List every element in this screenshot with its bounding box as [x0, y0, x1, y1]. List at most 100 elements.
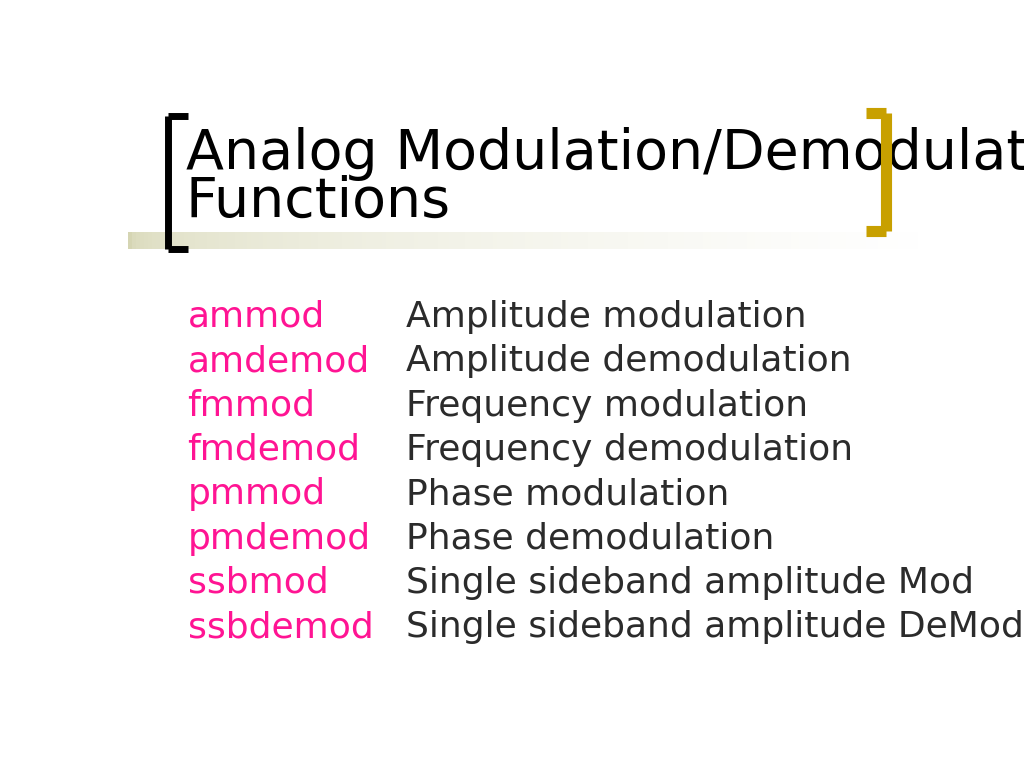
- Text: ammod: ammod: [187, 300, 325, 334]
- Bar: [437, 232, 441, 249]
- Bar: [231, 232, 236, 249]
- Text: Phase demodulation: Phase demodulation: [406, 521, 774, 555]
- Bar: [191, 232, 196, 249]
- Bar: [918, 232, 922, 249]
- Bar: [243, 232, 247, 249]
- Bar: [695, 232, 699, 249]
- Bar: [791, 232, 795, 249]
- Bar: [509, 232, 513, 249]
- Bar: [826, 232, 830, 249]
- Bar: [839, 232, 842, 249]
- Bar: [382, 232, 386, 249]
- Bar: [807, 232, 811, 249]
- Bar: [854, 232, 858, 249]
- Bar: [310, 232, 314, 249]
- Bar: [227, 232, 231, 249]
- Bar: [835, 232, 839, 249]
- Bar: [223, 232, 227, 249]
- Bar: [818, 232, 822, 249]
- Bar: [668, 232, 672, 249]
- Bar: [719, 232, 723, 249]
- Bar: [207, 232, 211, 249]
- Bar: [616, 232, 621, 249]
- Bar: [291, 232, 295, 249]
- Bar: [612, 232, 616, 249]
- Bar: [378, 232, 382, 249]
- Bar: [568, 232, 572, 249]
- Bar: [430, 232, 433, 249]
- Bar: [354, 232, 358, 249]
- Bar: [723, 232, 727, 249]
- Bar: [140, 232, 143, 249]
- Bar: [390, 232, 394, 249]
- Bar: [485, 232, 489, 249]
- Bar: [331, 232, 335, 249]
- Bar: [814, 232, 818, 249]
- Bar: [160, 232, 164, 249]
- Bar: [176, 232, 179, 249]
- Bar: [477, 232, 481, 249]
- Bar: [183, 232, 187, 249]
- Bar: [636, 232, 640, 249]
- Bar: [672, 232, 676, 249]
- Bar: [327, 232, 331, 249]
- Bar: [136, 232, 140, 249]
- Bar: [255, 232, 259, 249]
- Bar: [524, 232, 528, 249]
- Bar: [592, 232, 596, 249]
- Bar: [905, 232, 909, 249]
- Bar: [581, 232, 585, 249]
- Bar: [712, 232, 715, 249]
- Bar: [143, 232, 147, 249]
- Bar: [287, 232, 291, 249]
- Bar: [786, 232, 791, 249]
- Text: Single sideband amplitude DeMod: Single sideband amplitude DeMod: [406, 611, 1024, 644]
- Bar: [219, 232, 223, 249]
- Bar: [370, 232, 374, 249]
- Bar: [748, 232, 751, 249]
- Bar: [362, 232, 367, 249]
- Bar: [652, 232, 655, 249]
- Bar: [350, 232, 354, 249]
- Bar: [196, 232, 200, 249]
- Bar: [628, 232, 632, 249]
- Bar: [410, 232, 414, 249]
- Bar: [128, 232, 132, 249]
- Bar: [334, 232, 338, 249]
- Bar: [799, 232, 803, 249]
- Text: Analog Modulation/Demodulation: Analog Modulation/Demodulation: [186, 127, 1024, 181]
- Bar: [187, 232, 191, 249]
- Bar: [699, 232, 703, 249]
- Bar: [866, 232, 870, 249]
- Bar: [204, 232, 207, 249]
- Bar: [874, 232, 878, 249]
- Bar: [894, 232, 898, 249]
- Bar: [553, 232, 557, 249]
- Bar: [259, 232, 263, 249]
- Bar: [473, 232, 477, 249]
- Bar: [179, 232, 183, 249]
- Text: Frequency modulation: Frequency modulation: [406, 389, 808, 422]
- Bar: [596, 232, 600, 249]
- Bar: [735, 232, 739, 249]
- Bar: [727, 232, 731, 249]
- Bar: [465, 232, 469, 249]
- Bar: [279, 232, 283, 249]
- Bar: [640, 232, 644, 249]
- Bar: [878, 232, 882, 249]
- Bar: [691, 232, 695, 249]
- Bar: [397, 232, 401, 249]
- Bar: [648, 232, 651, 249]
- Text: ssbmod: ssbmod: [187, 566, 329, 600]
- Bar: [295, 232, 299, 249]
- Bar: [572, 232, 577, 249]
- Bar: [560, 232, 564, 249]
- Bar: [132, 232, 136, 249]
- Bar: [655, 232, 659, 249]
- Bar: [858, 232, 862, 249]
- Bar: [489, 232, 494, 249]
- Bar: [505, 232, 509, 249]
- Bar: [426, 232, 430, 249]
- Bar: [251, 232, 255, 249]
- Bar: [521, 232, 524, 249]
